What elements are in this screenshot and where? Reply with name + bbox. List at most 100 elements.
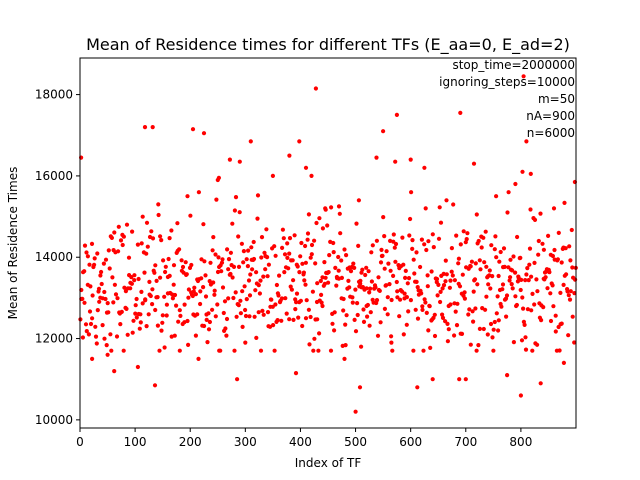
data-point	[381, 129, 386, 134]
data-point	[493, 234, 498, 239]
data-point	[309, 242, 315, 248]
data-point	[193, 333, 198, 338]
data-point	[525, 307, 531, 312]
data-point	[247, 314, 252, 319]
data-point	[121, 348, 126, 353]
data-point	[244, 297, 249, 302]
data-point	[448, 302, 453, 307]
data-point	[202, 259, 207, 264]
x-tick-label: 400	[289, 435, 312, 449]
data-point	[139, 241, 144, 246]
data-point	[476, 238, 481, 244]
data-point	[352, 317, 357, 322]
data-point	[412, 271, 417, 276]
data-point	[306, 212, 311, 217]
data-point	[244, 257, 249, 262]
data-point	[532, 302, 537, 307]
data-point	[355, 312, 360, 318]
data-point	[300, 261, 305, 266]
data-point	[305, 231, 311, 236]
data-point	[458, 242, 463, 247]
data-point	[129, 275, 134, 280]
data-point	[180, 264, 186, 270]
data-point	[518, 287, 523, 293]
data-point	[426, 239, 431, 244]
data-point	[381, 215, 386, 220]
data-point	[286, 266, 291, 271]
data-point	[121, 234, 126, 239]
data-point	[428, 345, 433, 350]
data-point	[98, 273, 103, 278]
data-point	[339, 275, 344, 280]
data-point	[283, 296, 288, 301]
data-point	[314, 220, 319, 226]
data-point	[303, 282, 308, 287]
data-point	[449, 246, 454, 251]
data-point	[153, 263, 158, 268]
data-point	[431, 245, 436, 250]
data-point	[547, 270, 552, 275]
data-point	[333, 265, 338, 270]
data-point	[501, 246, 507, 251]
data-point	[297, 139, 302, 144]
data-point	[551, 304, 556, 309]
data-point	[342, 356, 347, 361]
data-point	[329, 205, 334, 210]
data-point	[186, 342, 191, 347]
data-point	[316, 348, 321, 353]
data-point	[315, 281, 320, 286]
data-point	[250, 267, 255, 272]
data-point	[190, 127, 196, 132]
data-point	[149, 229, 154, 234]
data-point	[426, 328, 431, 333]
data-point	[515, 279, 521, 284]
data-point	[357, 385, 363, 390]
data-point	[552, 247, 557, 253]
data-point	[236, 303, 241, 308]
data-point	[236, 264, 242, 269]
data-point	[448, 278, 453, 283]
data-point	[257, 291, 262, 296]
data-point	[312, 238, 317, 243]
data-point	[226, 267, 231, 272]
data-point	[273, 253, 278, 258]
data-point	[374, 238, 379, 243]
data-point	[400, 235, 405, 240]
data-point	[315, 317, 320, 322]
data-point	[456, 261, 461, 266]
data-point	[411, 348, 416, 353]
data-point	[395, 295, 400, 300]
data-point	[92, 256, 97, 261]
data-point	[353, 287, 358, 292]
data-point	[323, 275, 328, 280]
data-point	[440, 315, 446, 320]
data-point	[256, 283, 261, 288]
data-point	[354, 221, 359, 226]
data-point	[308, 255, 313, 260]
data-point	[502, 264, 507, 269]
data-point	[379, 247, 384, 252]
data-point	[424, 247, 429, 253]
data-point	[145, 244, 150, 249]
data-point	[476, 343, 481, 348]
data-point	[471, 289, 476, 294]
data-point	[164, 313, 169, 318]
data-point	[119, 309, 124, 314]
data-point	[266, 262, 271, 267]
data-point	[293, 307, 298, 312]
data-point	[494, 311, 499, 316]
data-point	[182, 302, 187, 307]
data-point	[471, 161, 477, 166]
data-point	[302, 278, 307, 283]
data-point	[150, 287, 155, 292]
data-point	[529, 274, 534, 279]
y-tick-label: 18000	[35, 88, 73, 102]
data-point	[341, 308, 346, 313]
data-point	[190, 293, 195, 299]
data-point	[420, 307, 425, 312]
data-point	[346, 278, 351, 283]
data-point	[155, 295, 160, 300]
data-point	[454, 323, 460, 328]
data-point	[306, 307, 311, 312]
data-point	[243, 340, 248, 345]
